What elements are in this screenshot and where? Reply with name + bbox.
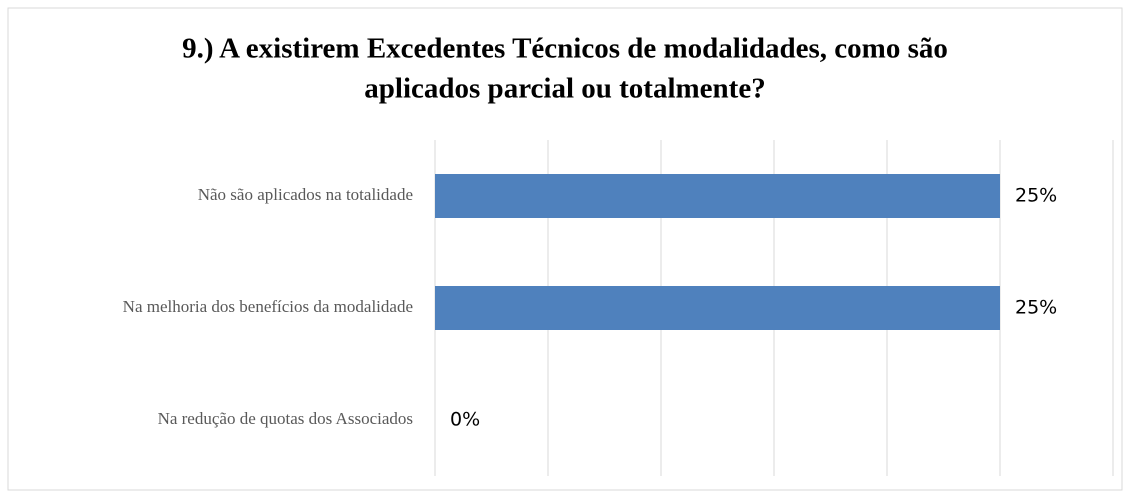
data-label: 25% [1015,185,1057,207]
chart-border [7,7,1123,491]
bar [435,286,1000,330]
chart-title: 9.) A existirem Excedentes Técnicos de m… [182,33,948,65]
bar [435,174,1000,218]
data-label: 0% [450,409,480,431]
y-tick-label: Na redução de quotas dos Associados [158,409,413,428]
chart-title: aplicados parcial ou totalmente? [364,73,765,105]
data-label: 25% [1015,297,1057,319]
y-tick-label: Não são aplicados na totalidade [198,185,413,204]
y-tick-label: Na melhoria dos benefícios da modalidade [123,297,413,316]
